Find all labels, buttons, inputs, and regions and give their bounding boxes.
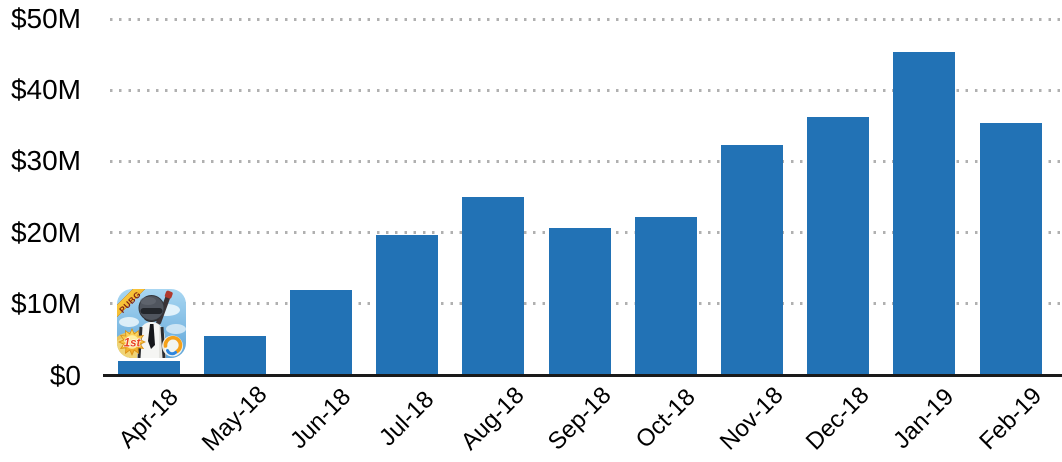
y-tick-label: $20M bbox=[10, 216, 81, 248]
y-tick-label: $50M bbox=[10, 3, 81, 34]
bar-Aug-18 bbox=[462, 197, 525, 375]
tie bbox=[148, 324, 155, 349]
bar-Jun-18 bbox=[289, 289, 352, 375]
x-axis-line bbox=[103, 373, 1062, 377]
x-tick-label-Feb-19: Feb-19 bbox=[973, 382, 1047, 456]
y-tick-label: $10M bbox=[10, 287, 81, 319]
x-tick-label-Jan-19: Jan-19 bbox=[888, 383, 960, 455]
helmet-visor bbox=[140, 308, 163, 314]
y-tick-label: $0 bbox=[49, 360, 81, 391]
bar-May-18 bbox=[203, 335, 266, 375]
bar-Jan-19 bbox=[893, 51, 956, 375]
x-tick-label-Dec-18: Dec-18 bbox=[800, 381, 875, 456]
gridline-$40M bbox=[110, 88, 1062, 92]
pubg-mobile-app-icon: PUBG 1st bbox=[117, 289, 186, 358]
y-tick-label: $30M bbox=[10, 145, 81, 177]
bar-Feb-19 bbox=[979, 122, 1042, 375]
tencent-logo-icon bbox=[162, 335, 183, 357]
bar-Nov-18 bbox=[720, 145, 783, 375]
gridline-$50M bbox=[110, 17, 1062, 21]
gridline-$30M bbox=[110, 159, 1062, 163]
x-tick-label-Oct-18: Oct-18 bbox=[630, 383, 701, 454]
x-tick-label-Nov-18: Nov-18 bbox=[714, 381, 789, 456]
y-tick-label: $40M bbox=[10, 74, 81, 106]
bar-Oct-18 bbox=[634, 216, 697, 375]
bar-Jul-18 bbox=[376, 234, 439, 375]
x-tick-label-Jul-18: Jul-18 bbox=[374, 385, 440, 452]
x-tick-label-Jun-18: Jun-18 bbox=[285, 383, 357, 455]
x-tick-label-Apr-18: Apr-18 bbox=[113, 383, 184, 454]
first-place-badge: 1st bbox=[118, 328, 146, 356]
badge-label: 1st bbox=[124, 338, 142, 350]
x-tick-label-May-18: May-18 bbox=[196, 380, 273, 457]
bar-Dec-18 bbox=[807, 117, 870, 375]
bar-Apr-18 bbox=[117, 360, 180, 375]
bar-Sep-18 bbox=[548, 227, 611, 375]
x-tick-label-Aug-18: Aug-18 bbox=[456, 381, 530, 456]
x-tick-label-Sep-18: Sep-18 bbox=[542, 381, 617, 456]
